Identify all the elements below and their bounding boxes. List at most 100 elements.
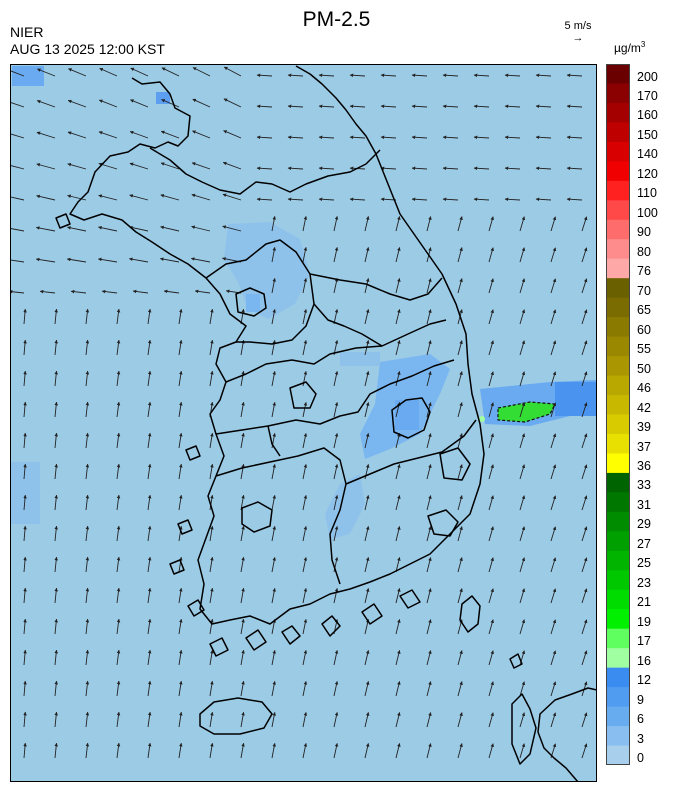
- wind-arrow: [519, 216, 526, 232]
- wind-arrow: [209, 587, 214, 604]
- wind-arrow: [442, 166, 459, 171]
- wind-arrow: [178, 308, 183, 325]
- wind-arrow: [426, 371, 432, 387]
- wind-arrow: [147, 463, 152, 480]
- wind-arrow: [426, 464, 432, 480]
- wind-arrow: [147, 618, 152, 635]
- wind-arrow: [67, 226, 87, 232]
- legend-swatch: [606, 83, 630, 104]
- wind-arrow: [566, 135, 583, 140]
- island-dokdo: [509, 653, 523, 669]
- wind-arrow: [36, 194, 56, 201]
- legend-tick-label: 50: [637, 361, 651, 376]
- wind-arrow: [256, 166, 273, 171]
- legend-tick-label: 3: [637, 731, 644, 746]
- wind-arrow: [85, 463, 90, 480]
- wind-arrow: [550, 588, 557, 604]
- wind-arrow: [302, 463, 308, 480]
- wind-arrow: [457, 588, 463, 604]
- wind-arrow: [488, 743, 494, 759]
- wind-arrow: [116, 401, 121, 418]
- legend-swatch: [606, 570, 630, 591]
- wind-arrow: [457, 526, 463, 542]
- legend-swatch: [606, 667, 630, 688]
- legend-tick-label: 0: [637, 751, 644, 765]
- legend-swatch: [606, 492, 630, 513]
- wind-arrow: [98, 99, 118, 108]
- wind-arrow: [271, 556, 276, 573]
- wind-arrow: [581, 402, 588, 418]
- wind-arrow: [159, 257, 180, 263]
- wind-arrow: [488, 464, 494, 480]
- wind-arrow: [240, 370, 245, 387]
- wind-arrow: [442, 73, 459, 78]
- wind-arrow: [581, 588, 588, 604]
- islands-west-3: [177, 519, 193, 535]
- wind-arrow: [364, 247, 370, 263]
- legend-swatch: [606, 745, 630, 765]
- legend-swatch: [606, 336, 630, 357]
- legend-tick-label: 17: [637, 634, 651, 649]
- legend-tick-label: 170: [637, 89, 658, 103]
- wind-arrow: [23, 494, 27, 511]
- wind-arrow: [130, 99, 149, 108]
- wind-arrow: [67, 162, 87, 170]
- boundary-busan: [427, 509, 459, 537]
- wind-arrow: [457, 743, 463, 759]
- wind-arrow: [488, 216, 494, 232]
- boundary-chungcheong: [225, 319, 447, 383]
- wind-arrow: [504, 135, 521, 140]
- islands-south-1: [187, 599, 205, 617]
- wind-arrow: [426, 588, 432, 604]
- wind-arrow: [364, 309, 370, 325]
- wind-arrow: [395, 278, 401, 294]
- wind-arrow: [302, 711, 308, 728]
- wind-arrow: [550, 433, 557, 449]
- legend-tick-label: 42: [637, 400, 651, 415]
- wind-arrow: [209, 649, 214, 666]
- legend-tick-label: 55: [637, 342, 651, 357]
- wind-arrow: [178, 742, 183, 759]
- hotspot-coast: [479, 416, 485, 422]
- wind-arrow: [85, 525, 90, 542]
- wind-arrow: [35, 226, 56, 232]
- wind-arrow: [271, 339, 276, 356]
- legend-tick-label: 23: [637, 575, 651, 590]
- wind-arrow: [364, 650, 370, 666]
- wind-arrow: [488, 309, 494, 325]
- wind-arrow: [178, 432, 183, 449]
- wind-arrow: [550, 681, 557, 697]
- wind-arrow: [519, 402, 526, 418]
- legend-swatch: [606, 200, 630, 221]
- boundary-gwangju: [241, 501, 273, 533]
- wind-arrow: [129, 225, 149, 232]
- wind-arrow: [54, 370, 58, 387]
- wind-arrow: [318, 197, 335, 202]
- wind-arrow: [54, 525, 58, 542]
- wind-arrow: [54, 339, 58, 356]
- legend-swatch: [606, 472, 630, 493]
- wind-arrow: [395, 650, 401, 666]
- wind-arrow: [54, 618, 58, 635]
- islands-south-6: [361, 603, 383, 625]
- legend-swatch: [606, 161, 630, 182]
- wind-arrow: [39, 289, 56, 294]
- legend-tick-label: 100: [637, 205, 658, 220]
- wind-arrow: [192, 98, 211, 108]
- wind-arrow: [519, 495, 526, 511]
- wind-arrow: [240, 711, 245, 728]
- legend-tick-label: 6: [637, 712, 644, 727]
- legend-swatch: [606, 687, 630, 708]
- wind-arrow: [129, 162, 149, 170]
- wind-arrow: [473, 166, 490, 171]
- wind-arrow: [23, 742, 27, 759]
- wind-arrow: [132, 289, 149, 294]
- wind-arrow: [488, 247, 494, 263]
- wind-arrow: [550, 278, 557, 294]
- wind-arrow: [23, 711, 27, 728]
- wind-arrow: [147, 308, 152, 325]
- wind-arrow: [85, 308, 90, 325]
- wind-arrow: [519, 309, 526, 325]
- patch-nw-corner: [12, 66, 44, 86]
- wind-arrow: [488, 712, 494, 728]
